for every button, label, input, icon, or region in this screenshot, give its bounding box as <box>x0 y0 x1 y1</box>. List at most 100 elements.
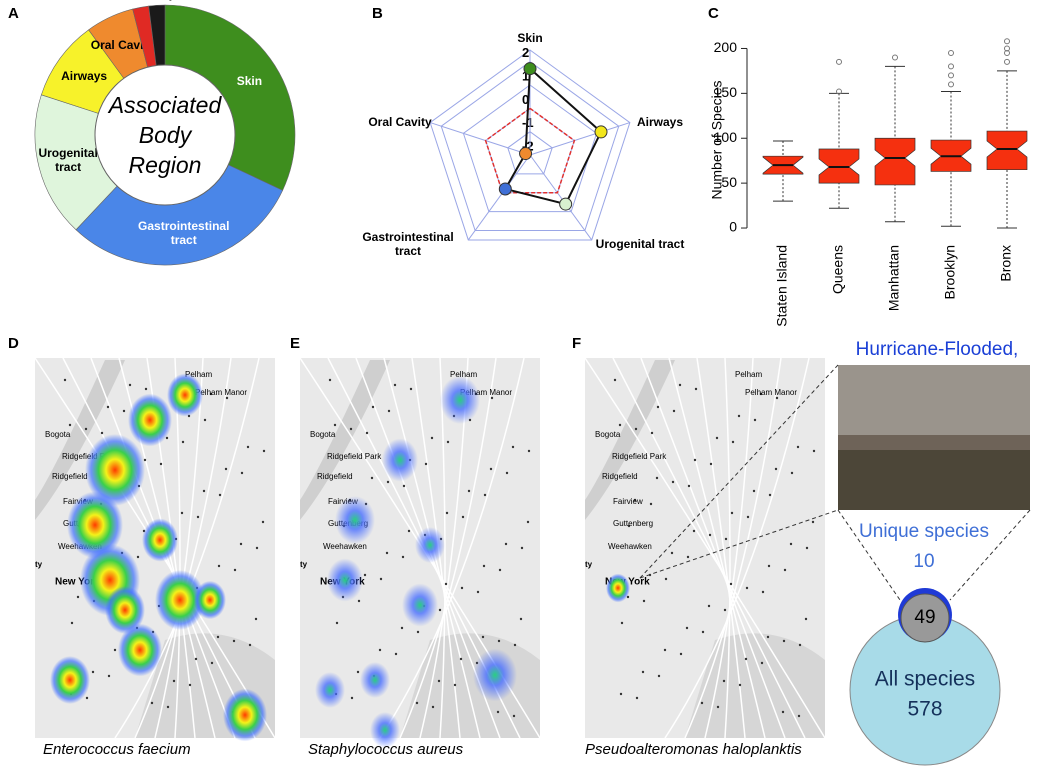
map-water <box>35 360 125 520</box>
place-label: ty <box>300 560 308 569</box>
panel-letter: E <box>290 335 300 352</box>
heat-blob <box>85 434 145 506</box>
station-dot <box>188 683 192 687</box>
station-dot <box>656 405 660 409</box>
place-label: Pelham <box>735 370 762 379</box>
station-dot <box>618 423 622 427</box>
slice-label-box: Oral Cavity <box>90 37 155 52</box>
panel-letter: D <box>8 335 19 352</box>
station-dot <box>655 476 659 480</box>
map-land <box>685 633 825 738</box>
pointer <box>949 509 1031 601</box>
station-dot <box>254 617 258 621</box>
slice-label: Gastrointestinal tract <box>138 219 230 248</box>
radar-spoke <box>429 122 531 156</box>
station-dot <box>328 378 332 382</box>
map-road <box>114 357 260 739</box>
place-label: Pelham Manor <box>460 388 512 397</box>
station-dot <box>68 423 72 427</box>
station-dot <box>694 387 698 391</box>
station-dot <box>496 710 500 714</box>
map-road <box>612 357 806 739</box>
station-dot <box>527 449 531 453</box>
photo-water <box>838 450 1030 510</box>
station-dot <box>716 705 720 709</box>
station-dot <box>797 714 801 718</box>
station-dot <box>262 449 266 453</box>
station-dot <box>775 396 779 400</box>
station-dot <box>634 427 638 431</box>
map-road <box>696 357 746 739</box>
y-tick-label: 150 <box>714 84 738 100</box>
station-dot <box>627 524 631 528</box>
station-dot <box>761 590 765 594</box>
station-dot <box>512 714 516 718</box>
station-dot <box>657 674 661 678</box>
station-dot <box>166 705 170 709</box>
heat-blob <box>118 623 162 677</box>
radar-axis-label: Gastrointestinal tract <box>362 230 454 258</box>
station-dot <box>759 392 763 396</box>
station-dot <box>385 551 389 555</box>
station-dot <box>664 577 668 581</box>
station-dot <box>738 683 742 687</box>
x-tick-label: Manhattan <box>886 245 902 311</box>
place-label: New York <box>55 577 100 588</box>
station-dot <box>402 484 406 488</box>
station-dot <box>261 520 265 524</box>
station-dot <box>415 701 419 705</box>
radar-axis-label: Airways <box>636 115 684 129</box>
station-dot <box>692 529 696 533</box>
station-dot <box>715 436 719 440</box>
radar-spoke <box>529 154 593 241</box>
radar-point <box>594 125 608 139</box>
station-dot <box>203 418 207 422</box>
station-dot <box>224 467 228 471</box>
slice-label: Conjuctiva <box>136 0 216 11</box>
station-dot <box>122 409 126 413</box>
radar-axis-label: Urogenital tract <box>595 237 685 251</box>
place-label: Ridgefield <box>602 472 638 481</box>
heat-blob <box>194 580 226 620</box>
heat-blob <box>327 558 363 602</box>
radar-point <box>519 147 533 161</box>
station-dot <box>811 520 815 524</box>
panel-letter: F <box>572 335 581 352</box>
heat-blob <box>67 491 123 559</box>
station-dot <box>365 431 369 435</box>
place-label: Ridgefield <box>52 472 88 481</box>
radar-tick-label: 0 <box>522 92 529 107</box>
station-dot <box>767 564 771 568</box>
station-dot <box>635 696 639 700</box>
station-dot <box>438 608 442 612</box>
station-dot <box>335 621 339 625</box>
station-dot <box>504 542 508 546</box>
map-road <box>399 357 497 739</box>
heat-blob <box>360 662 390 698</box>
slice-label: Skin <box>236 74 263 89</box>
station-dot <box>401 555 405 559</box>
station-dot <box>431 705 435 709</box>
station-dot <box>444 582 448 586</box>
station-dot <box>790 471 794 475</box>
station-dot <box>520 546 524 550</box>
station-dot <box>240 471 244 475</box>
station-dot <box>737 414 741 418</box>
radar-ring <box>507 131 553 175</box>
station-dot <box>671 480 675 484</box>
heat-blob <box>128 393 172 447</box>
slice-label: Oral Cavity <box>90 37 155 52</box>
station-dot <box>150 701 154 705</box>
station-dot <box>218 493 222 497</box>
station-dot <box>459 657 463 661</box>
station-dot <box>210 661 214 665</box>
station-dot <box>641 670 645 674</box>
map-caption: Pseudoalteromonas haloplanktis <box>585 741 802 758</box>
station-dot <box>209 392 213 396</box>
station-dot <box>789 542 793 546</box>
station-dot <box>513 643 517 647</box>
radar-axis-label-box: Urogenital tract <box>595 237 685 251</box>
station-dot <box>672 409 676 413</box>
panel-letter: C <box>708 5 719 22</box>
outlier <box>948 81 954 88</box>
